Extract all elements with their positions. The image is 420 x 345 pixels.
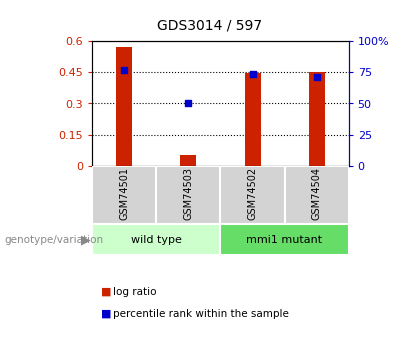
Text: GSM74501: GSM74501 bbox=[119, 167, 129, 220]
Text: GSM74502: GSM74502 bbox=[247, 167, 257, 220]
Text: GSM74504: GSM74504 bbox=[312, 167, 322, 220]
Bar bbox=[92, 224, 221, 255]
Bar bbox=[220, 224, 349, 255]
Bar bbox=[156, 166, 220, 224]
Text: log ratio: log ratio bbox=[113, 287, 157, 296]
Text: ■: ■ bbox=[101, 287, 111, 296]
Text: percentile rank within the sample: percentile rank within the sample bbox=[113, 309, 289, 319]
Text: ▶: ▶ bbox=[81, 233, 91, 246]
Bar bbox=[285, 166, 349, 224]
Bar bbox=[220, 166, 285, 224]
Bar bbox=[116, 47, 132, 166]
Text: GSM74503: GSM74503 bbox=[184, 167, 194, 220]
Bar bbox=[244, 73, 260, 166]
Point bbox=[249, 71, 256, 77]
Point bbox=[121, 67, 128, 73]
Bar bbox=[92, 166, 156, 224]
Bar bbox=[181, 155, 197, 166]
Text: genotype/variation: genotype/variation bbox=[4, 235, 103, 245]
Text: mmi1 mutant: mmi1 mutant bbox=[247, 235, 323, 245]
Point bbox=[185, 101, 192, 106]
Text: GDS3014 / 597: GDS3014 / 597 bbox=[158, 19, 262, 33]
Text: ■: ■ bbox=[101, 309, 111, 319]
Text: wild type: wild type bbox=[131, 235, 182, 245]
Bar bbox=[309, 72, 325, 166]
Point bbox=[313, 75, 320, 80]
